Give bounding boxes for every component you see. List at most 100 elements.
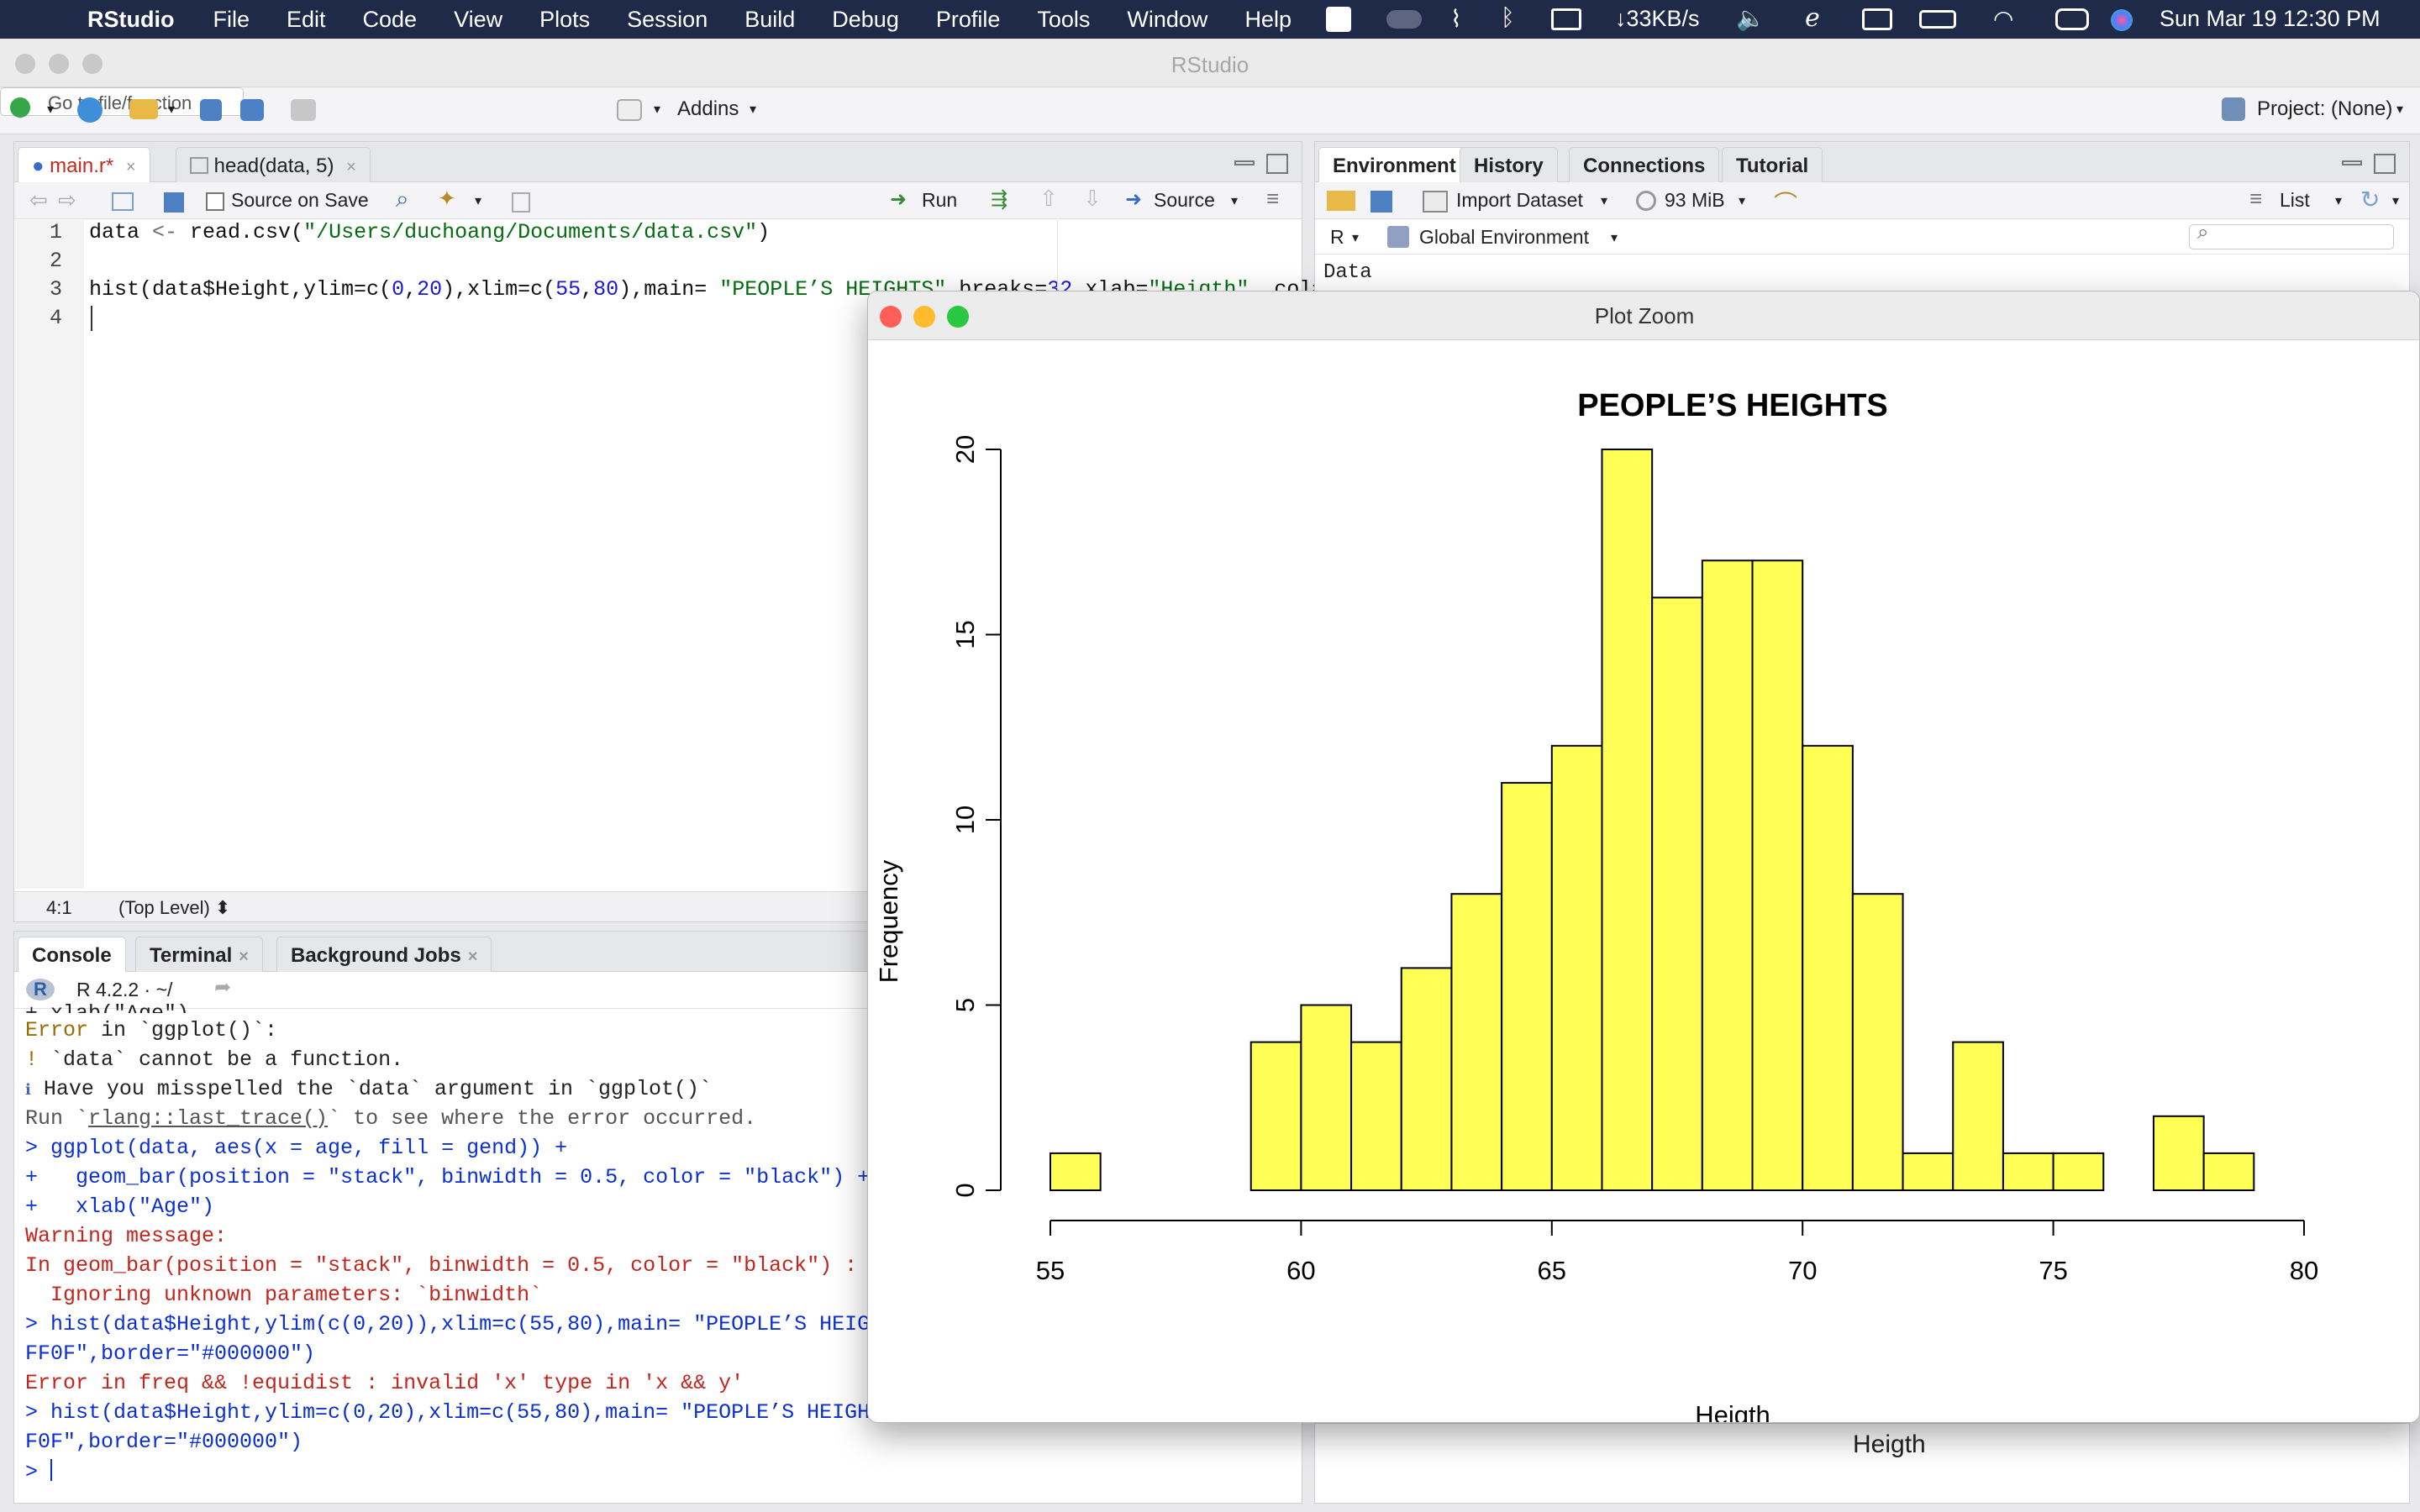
- menu-build[interactable]: Build: [744, 6, 796, 32]
- language-selector[interactable]: R: [1330, 226, 1344, 248]
- tab-connections[interactable]: Connections: [1569, 147, 1720, 182]
- close-icon[interactable]: ×: [239, 948, 249, 966]
- run-button[interactable]: Run: [922, 189, 958, 211]
- close-icon[interactable]: ×: [467, 948, 478, 966]
- menu-file[interactable]: File: [213, 6, 250, 32]
- tab-terminal[interactable]: Terminal ×: [135, 937, 263, 972]
- refresh-icon[interactable]: ↻: [2360, 186, 2381, 213]
- tab-console[interactable]: Console: [18, 937, 126, 972]
- import-dataset-button[interactable]: Import Dataset: [1456, 189, 1583, 211]
- menu-app-name[interactable]: RStudio: [87, 6, 175, 32]
- chevron-down-icon[interactable]: ▾: [2335, 194, 2343, 208]
- forward-icon[interactable]: ⇨: [58, 187, 76, 213]
- menu-help[interactable]: Help: [1244, 6, 1292, 32]
- menu-profile[interactable]: Profile: [935, 6, 1001, 32]
- wifi-icon[interactable]: ◠: [1993, 6, 2014, 32]
- list-view-selector[interactable]: List: [2280, 189, 2310, 211]
- chevron-down-icon[interactable]: ▾: [750, 102, 757, 117]
- scope-selector[interactable]: (Top Level) ⬍: [118, 897, 231, 918]
- siri-icon[interactable]: [2111, 9, 2133, 31]
- maximize-pane-icon[interactable]: [2374, 154, 2396, 174]
- chevron-down-icon[interactable]: ▾: [2396, 102, 2404, 117]
- window-titlebar: RStudio: [0, 40, 2420, 87]
- go-down-icon[interactable]: ⇩: [1083, 186, 1102, 211]
- back-icon[interactable]: ⇦: [29, 187, 48, 213]
- global-environment-selector[interactable]: Global Environment: [1419, 226, 1589, 248]
- env-search-input[interactable]: [2189, 224, 2394, 249]
- close-icon[interactable]: ×: [125, 158, 136, 176]
- menu-edit[interactable]: Edit: [287, 6, 326, 32]
- new-project-icon[interactable]: [77, 97, 103, 123]
- tab-history[interactable]: History: [1460, 147, 1558, 182]
- chevron-down-icon[interactable]: ▾: [1601, 194, 1608, 208]
- magic-wand-icon[interactable]: ✦: [438, 186, 456, 211]
- chevron-down-icon[interactable]: ▾: [1231, 194, 1239, 208]
- tab-environment[interactable]: Environment: [1318, 147, 1470, 182]
- outline-icon[interactable]: ≡: [1266, 186, 1280, 211]
- zoom-window-icon[interactable]: [947, 306, 969, 328]
- close-window-icon[interactable]: [880, 306, 902, 328]
- menu-code[interactable]: Code: [362, 6, 418, 32]
- go-to-directory-icon[interactable]: ➦: [214, 976, 232, 999]
- keyboard-icon[interactable]: [1862, 8, 1892, 30]
- code-line-1[interactable]: data <- read.csv("/Users/duchoang/Docume…: [89, 220, 771, 244]
- memory-usage[interactable]: 93 MiB: [1665, 189, 1725, 211]
- search-icon[interactable]: ⌕: [396, 186, 409, 212]
- close-icon[interactable]: ×: [346, 158, 356, 176]
- document-outline-icon[interactable]: [512, 192, 530, 213]
- open-folder-icon[interactable]: [129, 99, 158, 119]
- bluetooth-icon[interactable]: ᛒ: [1501, 4, 1515, 30]
- load-workspace-icon[interactable]: [1327, 191, 1355, 211]
- chevron-down-icon[interactable]: ▾: [1739, 194, 1746, 208]
- tab-tutorial[interactable]: Tutorial: [1722, 147, 1823, 182]
- menu-window[interactable]: Window: [1127, 6, 1208, 32]
- control-center-icon[interactable]: [2055, 8, 2089, 30]
- tab-main-r[interactable]: ● main.r* ×: [18, 147, 150, 182]
- minimize-pane-icon[interactable]: [2342, 160, 2362, 165]
- maximize-pane-icon[interactable]: [1266, 154, 1288, 174]
- volume-icon[interactable]: 🔈: [1736, 5, 1765, 31]
- save-icon[interactable]: [164, 192, 184, 213]
- new-file-icon[interactable]: [10, 97, 30, 118]
- menu-tools[interactable]: Tools: [1037, 6, 1091, 32]
- save-workspace-icon[interactable]: [1370, 191, 1392, 213]
- minimize-window-icon[interactable]: [913, 306, 935, 328]
- project-menu[interactable]: Project: (None): [2257, 97, 2393, 120]
- menu-view[interactable]: View: [454, 6, 503, 32]
- broom-icon[interactable]: ⌒: [1774, 191, 1798, 217]
- menu-debug[interactable]: Debug: [832, 6, 899, 32]
- chevron-down-icon[interactable]: ▾: [1611, 231, 1618, 245]
- chevron-down-icon[interactable]: ▾: [168, 102, 176, 117]
- menu-plots[interactable]: Plots: [539, 6, 591, 32]
- save-all-icon[interactable]: [240, 99, 264, 121]
- go-up-icon[interactable]: ⇧: [1039, 186, 1058, 211]
- battery-icon[interactable]: [1919, 10, 1956, 29]
- chevron-down-icon[interactable]: ▾: [47, 102, 55, 117]
- chevron-down-icon[interactable]: ▾: [654, 102, 661, 117]
- console-prompt[interactable]: >: [25, 1459, 53, 1484]
- cloud-icon[interactable]: [1386, 10, 1422, 29]
- paperclip-icon[interactable]: ⌇: [1450, 6, 1462, 32]
- minimize-window-icon[interactable]: [49, 54, 69, 74]
- chevron-down-icon[interactable]: ▾: [2392, 194, 2400, 208]
- tab-background-jobs[interactable]: Background Jobs ×: [276, 937, 492, 972]
- menu-session[interactable]: Session: [627, 6, 708, 32]
- grid-layout-icon[interactable]: [617, 99, 642, 121]
- chevron-down-icon[interactable]: ▾: [1352, 231, 1360, 245]
- tab-head-data[interactable]: head(data, 5) ×: [176, 147, 371, 182]
- pen-icon[interactable]: ℯ: [1805, 4, 1820, 32]
- clock[interactable]: Sun Mar 19 12:30 PM: [2160, 6, 2381, 31]
- source-button[interactable]: Source: [1154, 189, 1215, 211]
- source-on-save-checkbox[interactable]: [206, 192, 224, 211]
- addins-button[interactable]: Addins: [677, 97, 739, 120]
- display-icon[interactable]: [1551, 8, 1581, 30]
- save-icon[interactable]: [200, 99, 222, 121]
- print-icon[interactable]: [291, 99, 316, 121]
- word-icon[interactable]: [1326, 7, 1351, 32]
- rerun-icon[interactable]: ⇶: [991, 188, 1008, 211]
- zoom-window-icon[interactable]: [82, 54, 103, 74]
- minimize-pane-icon[interactable]: [1234, 160, 1255, 165]
- chevron-down-icon[interactable]: ▾: [475, 194, 482, 208]
- show-in-window-icon[interactable]: [112, 192, 134, 211]
- close-window-icon[interactable]: [15, 54, 35, 74]
